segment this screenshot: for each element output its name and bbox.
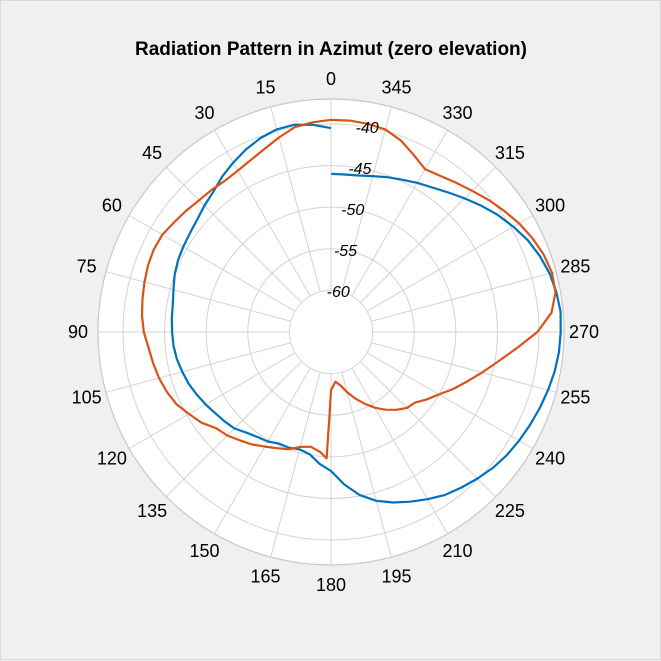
circular-gridline: [288, 289, 374, 375]
theta-tick-label: 30: [194, 103, 214, 123]
radial-gridline: [214, 129, 311, 297]
radial-gridline: [165, 166, 302, 303]
theta-tick-label: 165: [250, 566, 280, 586]
theta-tick-label: 345: [381, 78, 411, 98]
theta-tick-label: 330: [442, 103, 472, 123]
theta-tick-label: 240: [535, 449, 565, 469]
theta-tick-label: 15: [255, 78, 275, 98]
circular-gridline: [247, 248, 415, 416]
r-tick-label: -55: [334, 243, 357, 260]
radial-gridline: [351, 367, 448, 535]
radial-gridline: [105, 342, 291, 393]
circular-gridline: [205, 206, 457, 458]
theta-tick-label: 270: [569, 322, 599, 342]
circular-gridline: [122, 123, 540, 541]
radial-gridline: [105, 271, 291, 322]
axis-labels: 0 15 30 45 60 75 90 105 120 135 150 165 180 195 210 225…: [68, 69, 599, 595]
radial-gridline: [360, 361, 497, 498]
theta-tick-label: 150: [189, 541, 219, 561]
radial-gridline: [366, 352, 534, 449]
r-tick-label: -60: [327, 284, 350, 301]
theta-tick-label: 180: [316, 575, 346, 595]
series-group: [140, 118, 562, 504]
theta-tick-label: 285: [560, 257, 590, 277]
theta-tick-label: 75: [77, 257, 97, 277]
theta-tick-label: 60: [102, 196, 122, 216]
theta-tick-label: 210: [442, 541, 472, 561]
radial-gridline: [128, 215, 296, 312]
series-line: [170, 123, 562, 504]
radial-gridline: [214, 367, 311, 535]
r-tick-label: -45: [348, 161, 371, 178]
theta-tick-label: 195: [381, 566, 411, 586]
theta-tick-label: 300: [535, 196, 565, 216]
theta-tick-label: 120: [97, 449, 127, 469]
theta-tick-label: 90: [68, 322, 88, 342]
circular-gridline: [164, 165, 498, 499]
radial-gridline: [128, 352, 296, 449]
radial-gridline: [360, 166, 497, 303]
theta-tick-label: 0: [326, 69, 336, 89]
series-line: [140, 118, 557, 460]
radial-gridline: [366, 215, 534, 312]
radial-gridline: [371, 342, 557, 393]
r-tick-label: -50: [341, 202, 364, 219]
radial-gridline: [341, 106, 392, 292]
radial-gridline: [351, 129, 448, 297]
polar-outer-ring: [97, 98, 565, 566]
r-tick-label: -40: [356, 120, 379, 137]
radial-gridline: [341, 372, 392, 558]
theta-tick-label: 135: [137, 501, 167, 521]
theta-tick-label: 225: [495, 501, 525, 521]
theta-tick-label: 315: [495, 143, 525, 163]
theta-tick-label: 255: [560, 388, 590, 408]
theta-tick-label: 45: [142, 143, 162, 163]
theta-tick-label: 105: [72, 388, 102, 408]
chart-title: Radiation Pattern in Azimut (zero elevat…: [135, 39, 527, 60]
radial-gridline: [270, 372, 321, 558]
radial-gridline: [371, 271, 557, 322]
